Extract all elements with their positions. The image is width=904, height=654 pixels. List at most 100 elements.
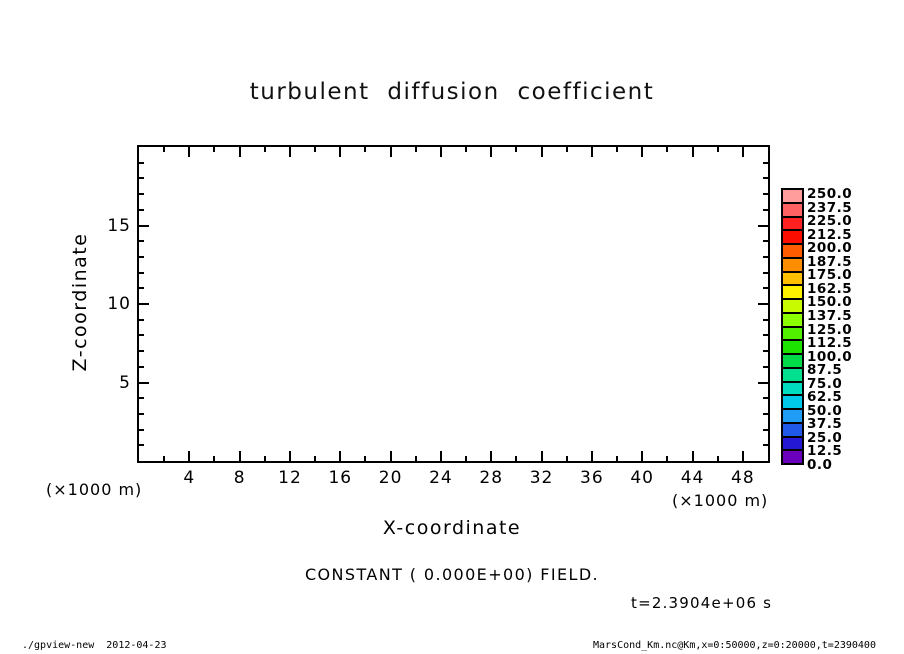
colorbar-label: 237.5 bbox=[807, 199, 853, 216]
z-minor-tick bbox=[763, 412, 768, 415]
z-tick-label: 5 bbox=[119, 372, 131, 393]
x-minor-tick bbox=[213, 456, 216, 461]
z-tick-label: 10 bbox=[107, 294, 131, 314]
colorbar-label: 162.5 bbox=[807, 280, 853, 297]
x-major-tick bbox=[691, 147, 694, 157]
time-label: t=2.3904e+06 s bbox=[631, 594, 773, 612]
x-major-tick bbox=[339, 147, 342, 157]
colorbar-label: 225.0 bbox=[807, 213, 853, 230]
colorbar-label: 112.5 bbox=[807, 335, 853, 352]
z-minor-tick bbox=[139, 208, 144, 211]
z-major-tick bbox=[758, 224, 768, 227]
colorbar-label: 12.5 bbox=[807, 443, 843, 460]
x-minor-tick bbox=[515, 147, 518, 152]
x-tick-label: 40 bbox=[630, 468, 654, 488]
z-minor-tick bbox=[139, 334, 144, 337]
x-tick-label: 8 bbox=[233, 468, 246, 488]
z-minor-tick bbox=[763, 255, 768, 258]
colorbar-label: 125.0 bbox=[807, 321, 853, 338]
x-minor-tick bbox=[616, 147, 619, 152]
z-minor-tick bbox=[139, 240, 144, 243]
x-minor-tick bbox=[364, 147, 367, 152]
x-major-tick bbox=[288, 451, 291, 461]
z-major-tick bbox=[758, 381, 768, 384]
x-major-tick bbox=[339, 451, 342, 461]
z-minor-tick bbox=[763, 161, 768, 164]
x-minor-tick bbox=[414, 147, 417, 152]
colorbar-label: 25.0 bbox=[807, 429, 843, 446]
x-minor-tick bbox=[163, 147, 166, 152]
x-tick-label: 16 bbox=[328, 468, 353, 488]
x-minor-tick bbox=[263, 147, 266, 152]
z-minor-tick bbox=[139, 271, 144, 274]
x-major-tick bbox=[188, 147, 191, 157]
x-major-tick bbox=[641, 451, 644, 461]
x-major-tick bbox=[590, 147, 593, 157]
x-axis-title: X-coordinate bbox=[382, 517, 522, 539]
x-tick-label: 20 bbox=[378, 468, 403, 488]
x-minor-tick bbox=[716, 147, 719, 152]
z-minor-tick bbox=[763, 428, 768, 431]
colorbar-label: 100.0 bbox=[807, 348, 853, 365]
x-minor-tick bbox=[565, 147, 568, 152]
x-minor-tick bbox=[163, 456, 166, 461]
x-minor-tick bbox=[616, 456, 619, 461]
x-minor-tick bbox=[716, 456, 719, 461]
z-minor-tick bbox=[139, 318, 144, 321]
x-minor-tick bbox=[666, 147, 669, 152]
x-minor-tick bbox=[565, 456, 568, 461]
x-minor-tick bbox=[263, 456, 266, 461]
z-minor-tick bbox=[139, 161, 144, 164]
x-major-tick bbox=[540, 451, 543, 461]
x-major-tick bbox=[288, 147, 291, 157]
z-minor-tick bbox=[139, 428, 144, 431]
colorbar-label: 37.5 bbox=[807, 416, 843, 433]
x-tick-label: 44 bbox=[680, 468, 705, 488]
z-minor-tick bbox=[139, 350, 144, 353]
plot-area bbox=[137, 145, 770, 463]
x-minor-tick bbox=[364, 456, 367, 461]
z-minor-tick bbox=[763, 318, 768, 321]
z-minor-tick bbox=[763, 444, 768, 447]
x-minor-tick bbox=[213, 147, 216, 152]
z-minor-tick bbox=[763, 271, 768, 274]
colorbar-label: 212.5 bbox=[807, 226, 853, 243]
colorbar-label: 0.0 bbox=[807, 457, 833, 473]
x-major-tick bbox=[540, 147, 543, 157]
colorbar-label: 137.5 bbox=[807, 307, 853, 324]
z-major-tick bbox=[139, 381, 149, 384]
colorbar-label: 150.0 bbox=[807, 294, 853, 311]
colorbar-label: 75.0 bbox=[807, 375, 843, 392]
z-minor-tick bbox=[763, 334, 768, 337]
x-major-tick bbox=[641, 147, 644, 157]
x-tick-label: 48 bbox=[731, 468, 755, 488]
z-minor-tick bbox=[139, 177, 144, 180]
x-minor-tick bbox=[515, 456, 518, 461]
x-tick-label: 36 bbox=[580, 468, 604, 488]
x-major-tick bbox=[188, 451, 191, 461]
x-tick-label: 24 bbox=[429, 468, 453, 488]
z-minor-tick bbox=[139, 365, 144, 368]
x-tick-label: 4 bbox=[183, 468, 196, 488]
colorbar-label: 50.0 bbox=[807, 402, 843, 419]
colorbar-label: 250.0 bbox=[807, 186, 853, 202]
z-minor-tick bbox=[139, 397, 144, 400]
x-tick-label: 28 bbox=[479, 468, 504, 488]
x-major-tick bbox=[238, 451, 241, 461]
colorbar-label: 200.0 bbox=[807, 240, 853, 257]
z-major-tick bbox=[758, 303, 768, 305]
x-tick-label: 12 bbox=[278, 468, 302, 488]
z-minor-tick bbox=[139, 444, 144, 447]
x-major-tick bbox=[389, 147, 392, 157]
x-minor-tick bbox=[414, 456, 417, 461]
z-minor-tick bbox=[139, 193, 144, 196]
z-minor-tick bbox=[763, 208, 768, 211]
x-major-tick bbox=[439, 147, 442, 157]
x-minor-tick bbox=[465, 456, 468, 461]
z-minor-tick bbox=[763, 365, 768, 368]
x-axis-units-label: (×1000 m) bbox=[672, 491, 769, 510]
x-major-tick bbox=[439, 451, 442, 461]
z-minor-tick bbox=[763, 397, 768, 400]
z-minor-tick bbox=[139, 255, 144, 258]
x-major-tick bbox=[741, 451, 744, 461]
